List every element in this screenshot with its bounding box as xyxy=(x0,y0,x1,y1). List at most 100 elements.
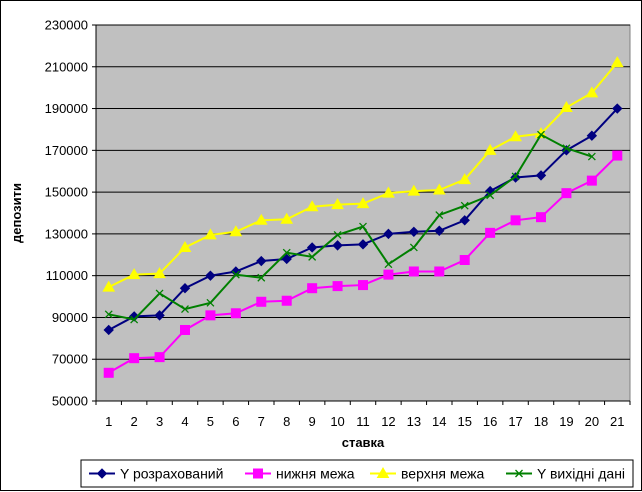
x-tick-label: 14 xyxy=(432,414,446,429)
data-point xyxy=(561,188,572,199)
data-point xyxy=(205,310,216,321)
y-tick-label: 130000 xyxy=(45,226,88,241)
data-point xyxy=(510,215,521,226)
data-point xyxy=(560,101,573,113)
legend-swatch-marker xyxy=(376,467,390,478)
data-point xyxy=(383,269,394,280)
x-tick-label: 21 xyxy=(610,414,624,429)
legend-label: верхня межа xyxy=(401,466,485,482)
x-tick-label: 7 xyxy=(258,414,265,429)
data-point xyxy=(154,310,165,321)
data-point xyxy=(407,184,421,196)
data-point xyxy=(485,227,496,238)
data-point xyxy=(486,191,495,200)
data-point xyxy=(103,324,114,336)
y-tick-label: 110000 xyxy=(46,268,88,283)
data-point xyxy=(307,283,318,294)
data-point xyxy=(435,211,444,220)
x-tick-label: 10 xyxy=(330,414,344,429)
x-tick-label: 6 xyxy=(232,414,239,429)
x-tick-label: 8 xyxy=(283,414,290,429)
data-point xyxy=(230,308,241,319)
x-tick-label: 20 xyxy=(585,414,599,429)
data-point xyxy=(511,172,520,181)
data-point xyxy=(178,240,192,252)
x-tick-label: 1 xyxy=(105,414,112,429)
series-3 xyxy=(102,56,624,292)
x-tick-label: 2 xyxy=(131,414,138,429)
data-point xyxy=(332,281,343,292)
data-point xyxy=(254,213,268,225)
data-point xyxy=(280,212,294,224)
data-point xyxy=(586,130,598,141)
data-point xyxy=(356,197,370,209)
series-2 xyxy=(103,150,623,378)
y-tick-labels: 50000 70000 90000 110000 130000 150000 170000 1… xyxy=(45,18,88,409)
data-point xyxy=(612,103,623,114)
data-point xyxy=(536,212,546,223)
data-point xyxy=(458,173,472,185)
data-point xyxy=(179,282,191,294)
legend-box xyxy=(80,459,634,488)
x-tick-labels: 1 2 3 4 5 6 7 8 9 10 11 12 13 14 15 16 17 18 19 20 21 xyxy=(105,414,624,429)
x-tick-label: 12 xyxy=(381,414,395,429)
y-tick-label: 230000 xyxy=(45,18,88,33)
data-point xyxy=(535,170,547,181)
legend-label: нижня межа xyxy=(276,466,355,482)
x-tick-label: 17 xyxy=(508,414,522,429)
data-point xyxy=(332,240,343,251)
y-tick-label: 150000 xyxy=(45,185,88,200)
y-axis-title: депозити xyxy=(9,183,24,243)
data-point xyxy=(305,200,319,212)
data-point xyxy=(434,225,445,236)
series-line xyxy=(108,133,593,321)
data-point xyxy=(586,175,597,186)
x-axis-title: ставка xyxy=(342,435,385,450)
data-point xyxy=(308,252,317,261)
data-point xyxy=(281,253,292,265)
y-tick-label: 70000 xyxy=(52,352,88,367)
data-point xyxy=(204,228,217,240)
data-point xyxy=(612,150,623,161)
data-point xyxy=(585,86,599,98)
data-point xyxy=(229,225,243,237)
plot-area xyxy=(95,24,631,402)
x-tick-label: 19 xyxy=(559,414,573,429)
data-point xyxy=(256,296,267,307)
x-tick-label: 5 xyxy=(207,414,214,429)
x-tick-label: 9 xyxy=(309,414,316,429)
data-point xyxy=(331,198,344,210)
data-point xyxy=(459,255,470,265)
legend-entry-4: Y вихідні дані xyxy=(506,466,625,482)
legend-label: Y розрахований xyxy=(120,466,223,482)
data-point xyxy=(281,295,292,306)
data-point xyxy=(409,243,418,252)
x-tick-label: 11 xyxy=(356,414,370,429)
x-tick-label: 15 xyxy=(457,414,471,429)
legend-swatch-marker xyxy=(96,468,108,479)
data-point xyxy=(434,266,445,277)
data-point xyxy=(408,226,420,238)
data-point xyxy=(562,144,571,153)
data-point xyxy=(358,280,368,291)
data-point xyxy=(104,310,113,319)
data-point xyxy=(610,56,624,68)
data-point xyxy=(384,260,393,269)
y-tick-label: 90000 xyxy=(52,310,88,325)
data-point xyxy=(333,230,342,239)
data-point xyxy=(180,324,190,335)
data-point xyxy=(509,130,522,142)
series-1 xyxy=(103,103,623,336)
data-point xyxy=(359,222,367,231)
x-tick-label: 13 xyxy=(407,414,421,429)
data-point xyxy=(154,352,165,363)
data-point xyxy=(231,270,240,279)
y-tick-label: 190000 xyxy=(45,101,88,116)
data-point xyxy=(256,255,267,267)
data-point xyxy=(483,143,497,155)
data-point xyxy=(537,130,545,139)
series-layer xyxy=(102,56,624,378)
data-point xyxy=(205,270,216,281)
y-tick-label: 210000 xyxy=(45,59,88,74)
